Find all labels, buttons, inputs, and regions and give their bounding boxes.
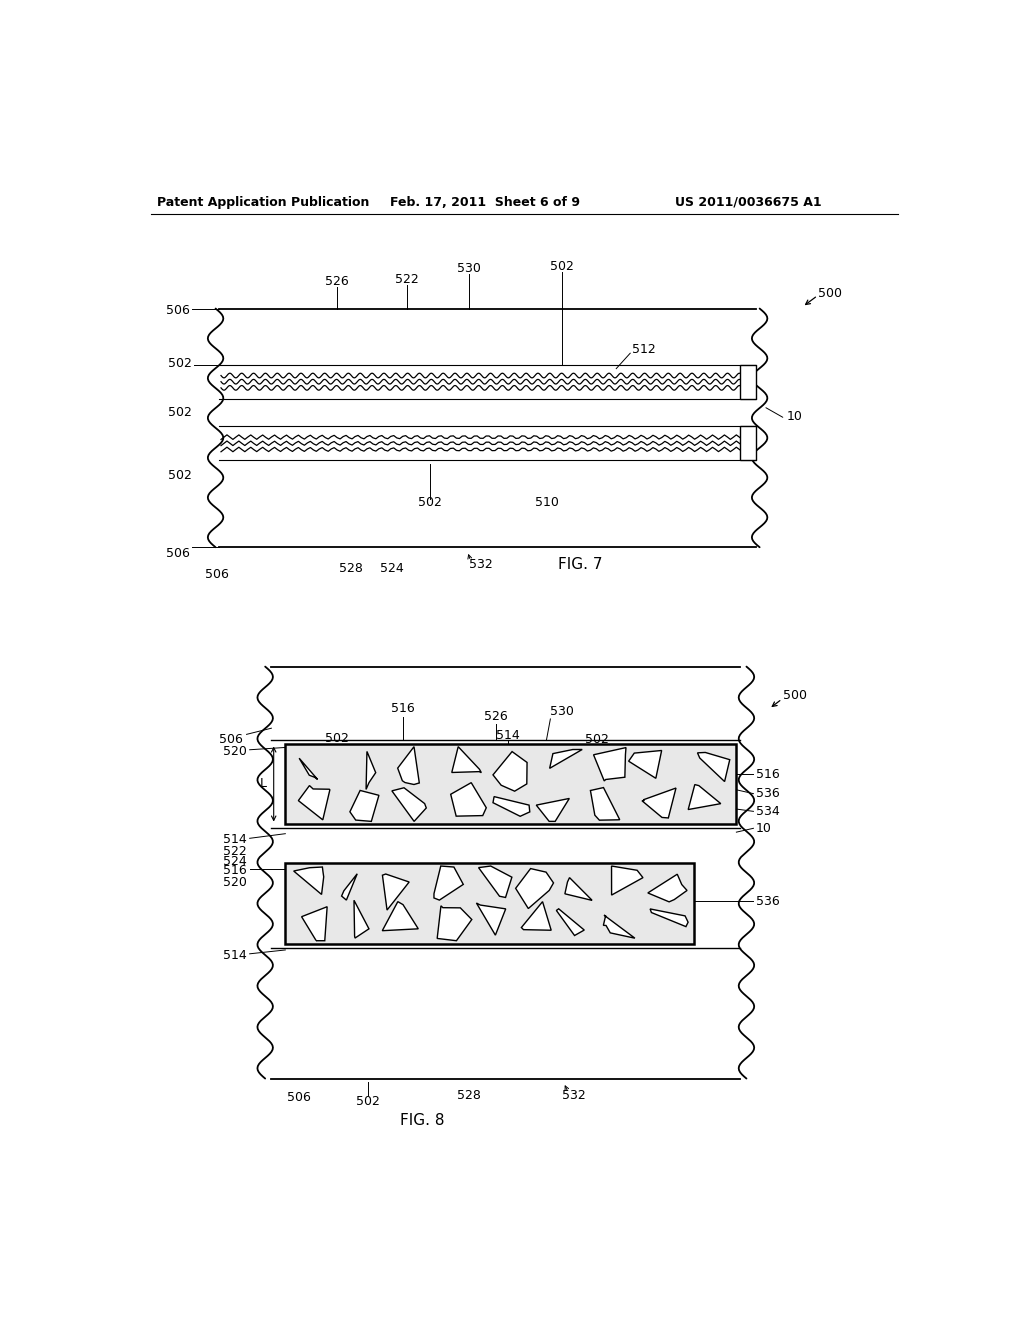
Polygon shape xyxy=(397,747,419,784)
Polygon shape xyxy=(354,900,369,939)
Text: 526: 526 xyxy=(326,275,349,288)
Text: 502: 502 xyxy=(550,260,573,273)
Text: 502: 502 xyxy=(326,731,349,744)
Polygon shape xyxy=(493,751,527,791)
Polygon shape xyxy=(350,791,379,821)
Polygon shape xyxy=(452,747,481,772)
Text: 502: 502 xyxy=(419,496,442,510)
Polygon shape xyxy=(434,866,463,900)
Polygon shape xyxy=(478,866,512,898)
Polygon shape xyxy=(650,909,688,927)
Text: 534: 534 xyxy=(756,805,779,818)
Text: 506: 506 xyxy=(219,733,243,746)
Text: 502: 502 xyxy=(168,469,191,482)
Text: 10: 10 xyxy=(786,409,803,422)
Polygon shape xyxy=(366,751,376,789)
Text: 532: 532 xyxy=(469,557,493,570)
Text: 526: 526 xyxy=(484,710,508,723)
Polygon shape xyxy=(437,906,472,941)
Polygon shape xyxy=(591,788,620,820)
Polygon shape xyxy=(603,915,635,939)
Text: 536: 536 xyxy=(756,787,779,800)
Polygon shape xyxy=(611,866,643,895)
Text: Patent Application Publication: Patent Application Publication xyxy=(158,195,370,209)
Text: 510: 510 xyxy=(535,496,558,510)
Polygon shape xyxy=(697,752,730,781)
Polygon shape xyxy=(392,788,426,821)
Text: 502: 502 xyxy=(168,407,191,418)
Polygon shape xyxy=(476,903,506,935)
Text: 514: 514 xyxy=(496,730,519,742)
Polygon shape xyxy=(382,874,410,909)
Text: FIG. 7: FIG. 7 xyxy=(558,557,603,572)
Polygon shape xyxy=(298,785,330,820)
Polygon shape xyxy=(550,750,583,768)
Text: 524: 524 xyxy=(380,562,403,576)
Polygon shape xyxy=(302,907,327,941)
Text: 514: 514 xyxy=(223,833,247,846)
Text: 516: 516 xyxy=(756,768,779,781)
Polygon shape xyxy=(629,751,662,779)
Text: 536: 536 xyxy=(756,895,779,908)
Polygon shape xyxy=(688,784,721,809)
Text: 532: 532 xyxy=(562,1089,586,1102)
Polygon shape xyxy=(294,867,324,895)
Text: 530: 530 xyxy=(457,261,481,275)
Text: 530: 530 xyxy=(550,705,574,718)
Polygon shape xyxy=(493,796,529,816)
Text: 506: 506 xyxy=(205,568,229,581)
Text: L: L xyxy=(260,777,267,791)
Bar xyxy=(740,364,756,399)
Text: 506: 506 xyxy=(166,546,190,560)
Text: 522: 522 xyxy=(395,273,419,286)
Polygon shape xyxy=(565,878,592,900)
Text: 502: 502 xyxy=(585,733,609,746)
Text: 10: 10 xyxy=(756,822,772,834)
Polygon shape xyxy=(516,869,554,908)
Polygon shape xyxy=(594,747,626,781)
Text: 528: 528 xyxy=(339,562,364,576)
Polygon shape xyxy=(451,783,486,816)
Text: 524: 524 xyxy=(223,855,247,869)
Polygon shape xyxy=(556,908,585,936)
Polygon shape xyxy=(642,788,676,818)
Text: FIG. 8: FIG. 8 xyxy=(400,1113,444,1129)
Text: 516: 516 xyxy=(391,702,415,715)
Text: 502: 502 xyxy=(356,1096,380,1109)
Text: 528: 528 xyxy=(457,1089,481,1102)
Bar xyxy=(740,426,756,461)
Polygon shape xyxy=(299,758,317,779)
Text: 506: 506 xyxy=(166,304,190,317)
Text: 514: 514 xyxy=(223,949,247,962)
Text: 506: 506 xyxy=(287,1092,310,1105)
Text: 500: 500 xyxy=(783,689,807,702)
Text: 502: 502 xyxy=(168,356,191,370)
Polygon shape xyxy=(648,874,687,902)
Text: 520: 520 xyxy=(222,875,247,888)
Text: 522: 522 xyxy=(223,845,247,858)
Bar xyxy=(286,743,736,825)
Bar xyxy=(286,863,693,944)
Text: Feb. 17, 2011  Sheet 6 of 9: Feb. 17, 2011 Sheet 6 of 9 xyxy=(389,195,580,209)
Polygon shape xyxy=(521,902,551,931)
Polygon shape xyxy=(342,874,357,900)
Polygon shape xyxy=(537,799,569,821)
Text: US 2011/0036675 A1: US 2011/0036675 A1 xyxy=(675,195,821,209)
Text: 512: 512 xyxy=(632,343,655,356)
Text: 500: 500 xyxy=(818,286,842,300)
Text: 520: 520 xyxy=(222,744,247,758)
Polygon shape xyxy=(382,902,418,931)
Text: 516: 516 xyxy=(223,865,247,878)
